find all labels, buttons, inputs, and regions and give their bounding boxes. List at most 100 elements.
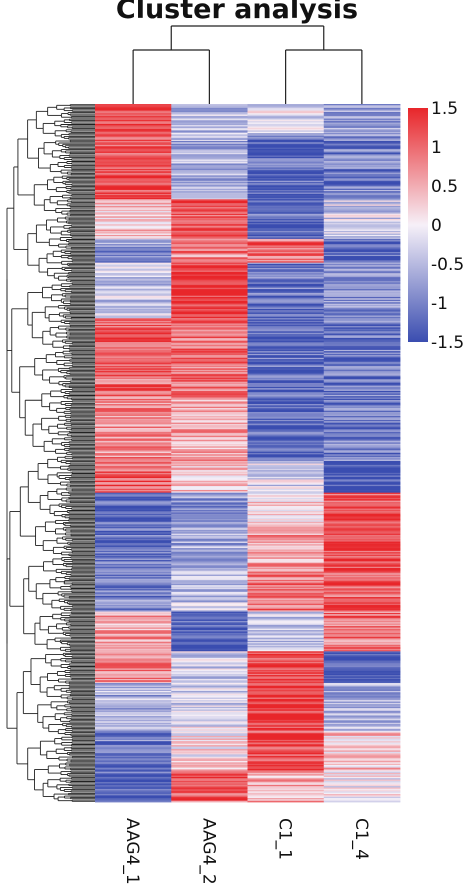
heatmap-cell <box>171 540 248 542</box>
heatmap-cell <box>323 211 401 213</box>
heatmap-cell <box>247 109 325 112</box>
heatmap-cell <box>323 133 401 135</box>
heatmap-cell <box>95 523 172 525</box>
heatmap-cell <box>323 786 401 788</box>
heatmap-cell <box>171 743 248 746</box>
heatmap-cell <box>323 647 401 650</box>
heatmap-cell <box>323 207 401 209</box>
heatmap-cell <box>171 623 248 626</box>
heatmap-cell <box>171 488 248 491</box>
heatmap-cell <box>171 794 248 796</box>
colorbar-tick-label: -1 <box>431 294 448 314</box>
heatmap-cell <box>95 244 172 246</box>
heatmap-cell <box>247 252 325 254</box>
heatmap-cell <box>95 701 172 704</box>
heatmap-cell <box>247 716 325 718</box>
heatmap-cell <box>95 168 172 171</box>
heatmap-cell <box>247 490 325 492</box>
heatmap-cell <box>247 685 325 688</box>
heatmap-cell <box>95 556 172 558</box>
heatmap-cell <box>171 312 248 315</box>
heatmap-cell <box>95 702 172 705</box>
heatmap-cell <box>247 509 325 512</box>
heatmap-cell <box>323 731 401 734</box>
colorbar <box>408 108 428 342</box>
heatmap-cell <box>171 307 248 310</box>
heatmap-cell <box>323 433 401 435</box>
heatmap-cell <box>247 361 325 364</box>
heatmap-cell <box>95 147 172 150</box>
heatmap-cell <box>171 311 248 314</box>
heatmap-cell <box>95 601 172 603</box>
heatmap-cell <box>247 172 325 175</box>
heatmap-cell <box>95 449 172 451</box>
heatmap-cell <box>323 355 401 357</box>
heatmap-cell <box>247 331 325 334</box>
heatmap-cell <box>95 121 172 123</box>
heatmap-cell <box>323 114 401 117</box>
heatmap-cell <box>247 552 325 554</box>
heatmap-cell <box>247 570 325 573</box>
heatmap-cell <box>95 460 172 463</box>
heatmap-cell <box>95 631 172 634</box>
heatmap-cell <box>247 398 325 401</box>
heatmap-cell <box>95 437 172 439</box>
heatmap-cell <box>247 312 325 315</box>
heatmap-cell <box>95 626 172 628</box>
heatmap-cell <box>247 441 325 443</box>
heatmap-cell <box>323 531 401 533</box>
heatmap-cell <box>247 439 325 442</box>
heatmap-cell <box>171 568 248 570</box>
heatmap-cell <box>247 245 325 248</box>
heatmap-cell <box>247 648 325 651</box>
heatmap-cell <box>323 504 401 507</box>
heatmap-cell <box>95 646 172 648</box>
heatmap-cell <box>247 415 325 418</box>
heatmap-cell <box>323 195 401 197</box>
heatmap-cell <box>95 240 172 242</box>
heatmap-cell <box>247 115 325 118</box>
heatmap-cell <box>95 316 172 319</box>
heatmap-cell <box>171 349 248 352</box>
heatmap-cell <box>247 531 325 533</box>
heatmap-cell <box>247 587 325 590</box>
heatmap-cell <box>171 422 248 425</box>
heatmap-cell <box>247 347 325 349</box>
heatmap-cell <box>171 241 248 244</box>
heatmap-cell <box>95 772 172 775</box>
heatmap-cell <box>95 410 172 413</box>
heatmap-cell <box>171 557 248 560</box>
heatmap-cell <box>323 794 401 796</box>
heatmap-cell <box>247 717 325 720</box>
heatmap-cell <box>247 540 325 542</box>
heatmap-cell <box>171 401 248 404</box>
heatmap-cell <box>247 334 325 336</box>
heatmap-cell <box>95 363 172 365</box>
heatmap-cell <box>95 330 172 332</box>
heatmap-cell <box>323 546 401 549</box>
heatmap-cell <box>171 585 248 587</box>
heatmap-cell <box>247 170 325 172</box>
heatmap-cell <box>247 475 325 478</box>
heatmap-cell <box>95 250 172 253</box>
heatmap-cell <box>247 463 325 466</box>
heatmap-cell <box>95 392 172 394</box>
heatmap-cell <box>247 605 325 607</box>
heatmap-cell <box>323 343 401 345</box>
heatmap-cell <box>95 661 172 664</box>
heatmap-cell <box>247 293 325 295</box>
heatmap-cell <box>323 262 401 265</box>
heatmap-cell <box>323 730 401 733</box>
heatmap-cell <box>323 415 401 418</box>
heatmap-cell <box>171 152 248 155</box>
heatmap-cell <box>171 751 248 754</box>
heatmap-cell <box>171 772 248 775</box>
heatmap-cell <box>95 143 172 146</box>
heatmap-cell <box>171 454 248 457</box>
heatmap-cell <box>171 266 248 269</box>
heatmap-cell <box>323 330 401 332</box>
heatmap-cell <box>171 398 248 401</box>
heatmap-cell <box>323 242 401 245</box>
heatmap-cell <box>171 536 248 538</box>
heatmap-cell <box>323 431 401 434</box>
